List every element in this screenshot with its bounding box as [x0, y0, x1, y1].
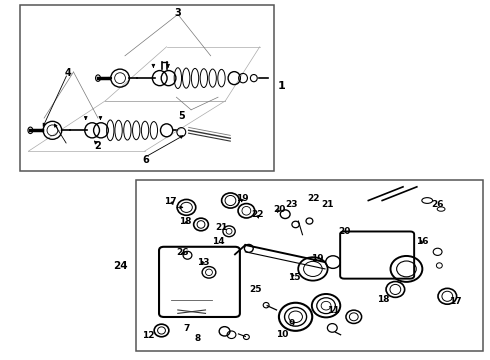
Bar [136, 180, 483, 351]
Text: 2: 2 [95, 141, 101, 151]
Text: 25: 25 [249, 285, 262, 294]
Bar [20, 5, 274, 171]
Text: 19: 19 [311, 254, 324, 263]
Text: 21: 21 [321, 200, 334, 209]
Text: 12: 12 [142, 331, 155, 340]
Text: 3: 3 [174, 8, 181, 18]
Text: 14: 14 [212, 238, 224, 246]
Text: 11: 11 [327, 306, 340, 315]
Text: 10: 10 [275, 330, 288, 339]
Text: 4: 4 [64, 68, 71, 78]
Text: 15: 15 [288, 274, 300, 282]
Text: 18: 18 [377, 295, 390, 304]
Text: 23: 23 [285, 200, 298, 209]
Text: 17: 17 [449, 297, 462, 306]
Text: 22: 22 [251, 210, 264, 219]
Text: 20: 20 [273, 205, 286, 214]
Text: 24: 24 [113, 261, 127, 271]
Text: 6: 6 [143, 155, 149, 165]
Text: 21: 21 [215, 223, 228, 232]
Text: 7: 7 [183, 324, 190, 333]
Text: 20: 20 [338, 227, 350, 236]
Text: 1: 1 [278, 81, 286, 91]
Text: 8: 8 [195, 334, 200, 343]
Text: 9: 9 [288, 320, 295, 328]
Text: 19: 19 [236, 194, 249, 203]
Text: 5: 5 [178, 111, 185, 121]
Text: 17: 17 [164, 197, 177, 206]
Text: 18: 18 [179, 217, 192, 226]
Text: 16: 16 [416, 237, 429, 246]
Text: 22: 22 [307, 194, 320, 203]
Text: 13: 13 [197, 258, 210, 266]
Text: 26: 26 [431, 200, 443, 209]
Text: 26: 26 [176, 248, 189, 257]
